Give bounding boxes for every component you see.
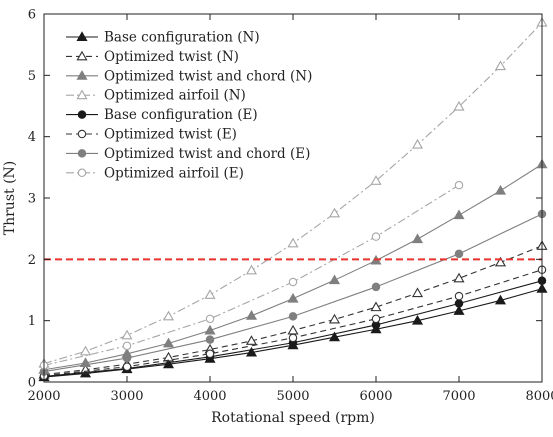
- data-point: [371, 282, 381, 292]
- legend-item: Optimized twist (N): [66, 49, 239, 65]
- x-tick-label: 5000: [276, 389, 309, 404]
- legend-marker: [76, 70, 88, 80]
- y-tick-label: 4: [28, 130, 36, 145]
- data-point: [204, 289, 216, 299]
- data-point: [162, 351, 175, 362]
- data-point: [328, 313, 341, 324]
- x-tick-label: 4000: [193, 389, 226, 404]
- data-point: [411, 233, 424, 244]
- data-point: [245, 335, 258, 345]
- legend-label: Optimized airfoil (N): [104, 88, 246, 104]
- data-point: [453, 209, 465, 220]
- legend-label: Optimized twist and chord (E): [104, 146, 310, 162]
- legend-marker: [76, 31, 88, 42]
- series-optimized-twist-e: [39, 265, 547, 381]
- data-point: [453, 272, 465, 283]
- data-point: [122, 362, 132, 371]
- data-point: [454, 299, 464, 308]
- data-point: [122, 353, 132, 363]
- data-point: [287, 237, 299, 248]
- data-point: [328, 331, 341, 342]
- legend-marker: [76, 89, 88, 100]
- legend-marker: [76, 50, 88, 61]
- data-point: [287, 292, 299, 303]
- data-point: [453, 100, 465, 111]
- legend-item: Optimized twist and chord (E): [66, 146, 310, 162]
- legend-label: Base configuration (E): [104, 107, 258, 123]
- data-point: [328, 274, 341, 285]
- plot-area: [38, 16, 548, 382]
- legend-item: Optimized twist and chord (N): [66, 68, 312, 84]
- legend-marker: [77, 149, 87, 158]
- series-line: [43, 184, 460, 366]
- data-point: [454, 291, 464, 301]
- data-point: [162, 358, 175, 369]
- data-point: [288, 312, 298, 321]
- data-point: [162, 337, 175, 348]
- legend-item: Optimized airfoil (E): [66, 165, 244, 181]
- data-point: [494, 184, 507, 195]
- data-point: [245, 346, 258, 357]
- data-point: [162, 310, 175, 321]
- data-point: [204, 324, 216, 335]
- data-point: [453, 305, 465, 315]
- data-point: [79, 345, 92, 356]
- legend-label: Optimized twist (E): [104, 127, 237, 143]
- data-point: [411, 314, 424, 325]
- legend-label: Optimized twist (N): [104, 49, 239, 65]
- legend-marker: [77, 168, 87, 178]
- series-optimized-airfoil-e: [39, 180, 464, 370]
- y-tick-label: 5: [28, 69, 36, 84]
- legend-marker: [77, 129, 87, 139]
- data-point: [205, 349, 215, 359]
- legend-label: Optimized twist and chord (N): [104, 68, 312, 84]
- y-tick-label: 2: [28, 253, 36, 268]
- legend-label: Optimized airfoil (E): [104, 165, 244, 181]
- data-point: [494, 256, 507, 267]
- x-tick-label: 7000: [442, 389, 475, 404]
- data-point: [245, 310, 258, 320]
- data-point: [494, 60, 507, 71]
- data-point: [205, 314, 215, 324]
- data-point: [288, 277, 298, 287]
- data-point: [371, 232, 381, 241]
- y-tick-label: 0: [28, 376, 36, 391]
- x-axis-label: Rotational speed (rpm): [211, 410, 375, 426]
- data-point: [371, 314, 381, 324]
- data-point: [454, 249, 464, 259]
- data-point: [370, 301, 382, 312]
- data-point: [122, 341, 132, 351]
- series-optimized-twist-and-chord-n: [38, 158, 548, 374]
- data-point: [288, 333, 298, 343]
- data-point: [411, 138, 424, 149]
- y-axis-label: Thrust (N): [2, 161, 18, 236]
- x-tick-label: 3000: [110, 389, 143, 404]
- data-point: [121, 329, 133, 340]
- series-optimized-twist-and-chord-e: [39, 209, 547, 376]
- y-tick-label: 3: [28, 192, 36, 207]
- data-point: [370, 175, 382, 185]
- legend-item: Optimized airfoil (N): [66, 88, 246, 104]
- x-tick-label: 6000: [359, 389, 392, 404]
- data-point: [205, 335, 215, 344]
- data-point: [245, 264, 258, 275]
- legend-item: Base configuration (N): [66, 30, 260, 46]
- legend-item: Optimized twist (E): [66, 127, 237, 143]
- series-optimized-airfoil-n: [38, 16, 548, 368]
- y-tick-label: 1: [28, 314, 36, 329]
- data-point: [411, 287, 424, 298]
- legend-label: Base configuration (N): [104, 30, 260, 46]
- legend: Base configuration (N) Optimized twist (N…: [66, 30, 312, 181]
- data-point: [454, 180, 464, 190]
- x-tick-label: 2000: [27, 389, 60, 404]
- legend-marker: [77, 110, 87, 119]
- legend-item: Base configuration (E): [66, 107, 258, 123]
- data-point: [494, 294, 507, 305]
- y-tick-label: 6: [28, 8, 36, 23]
- data-point: [328, 207, 341, 218]
